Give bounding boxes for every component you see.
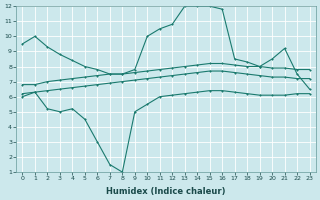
X-axis label: Humidex (Indice chaleur): Humidex (Indice chaleur) (106, 187, 226, 196)
